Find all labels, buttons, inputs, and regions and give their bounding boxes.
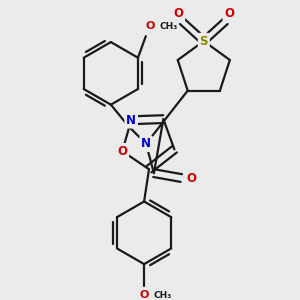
Text: O: O bbox=[140, 290, 149, 300]
Text: N: N bbox=[141, 137, 151, 150]
Text: O: O bbox=[186, 172, 196, 184]
Text: CH₃: CH₃ bbox=[154, 291, 172, 300]
Text: O: O bbox=[117, 145, 127, 158]
Text: O: O bbox=[224, 7, 234, 20]
Text: O: O bbox=[145, 21, 154, 32]
Text: O: O bbox=[173, 7, 183, 20]
Text: N: N bbox=[126, 114, 136, 127]
Text: CH₃: CH₃ bbox=[160, 22, 178, 31]
Text: S: S bbox=[200, 34, 208, 48]
